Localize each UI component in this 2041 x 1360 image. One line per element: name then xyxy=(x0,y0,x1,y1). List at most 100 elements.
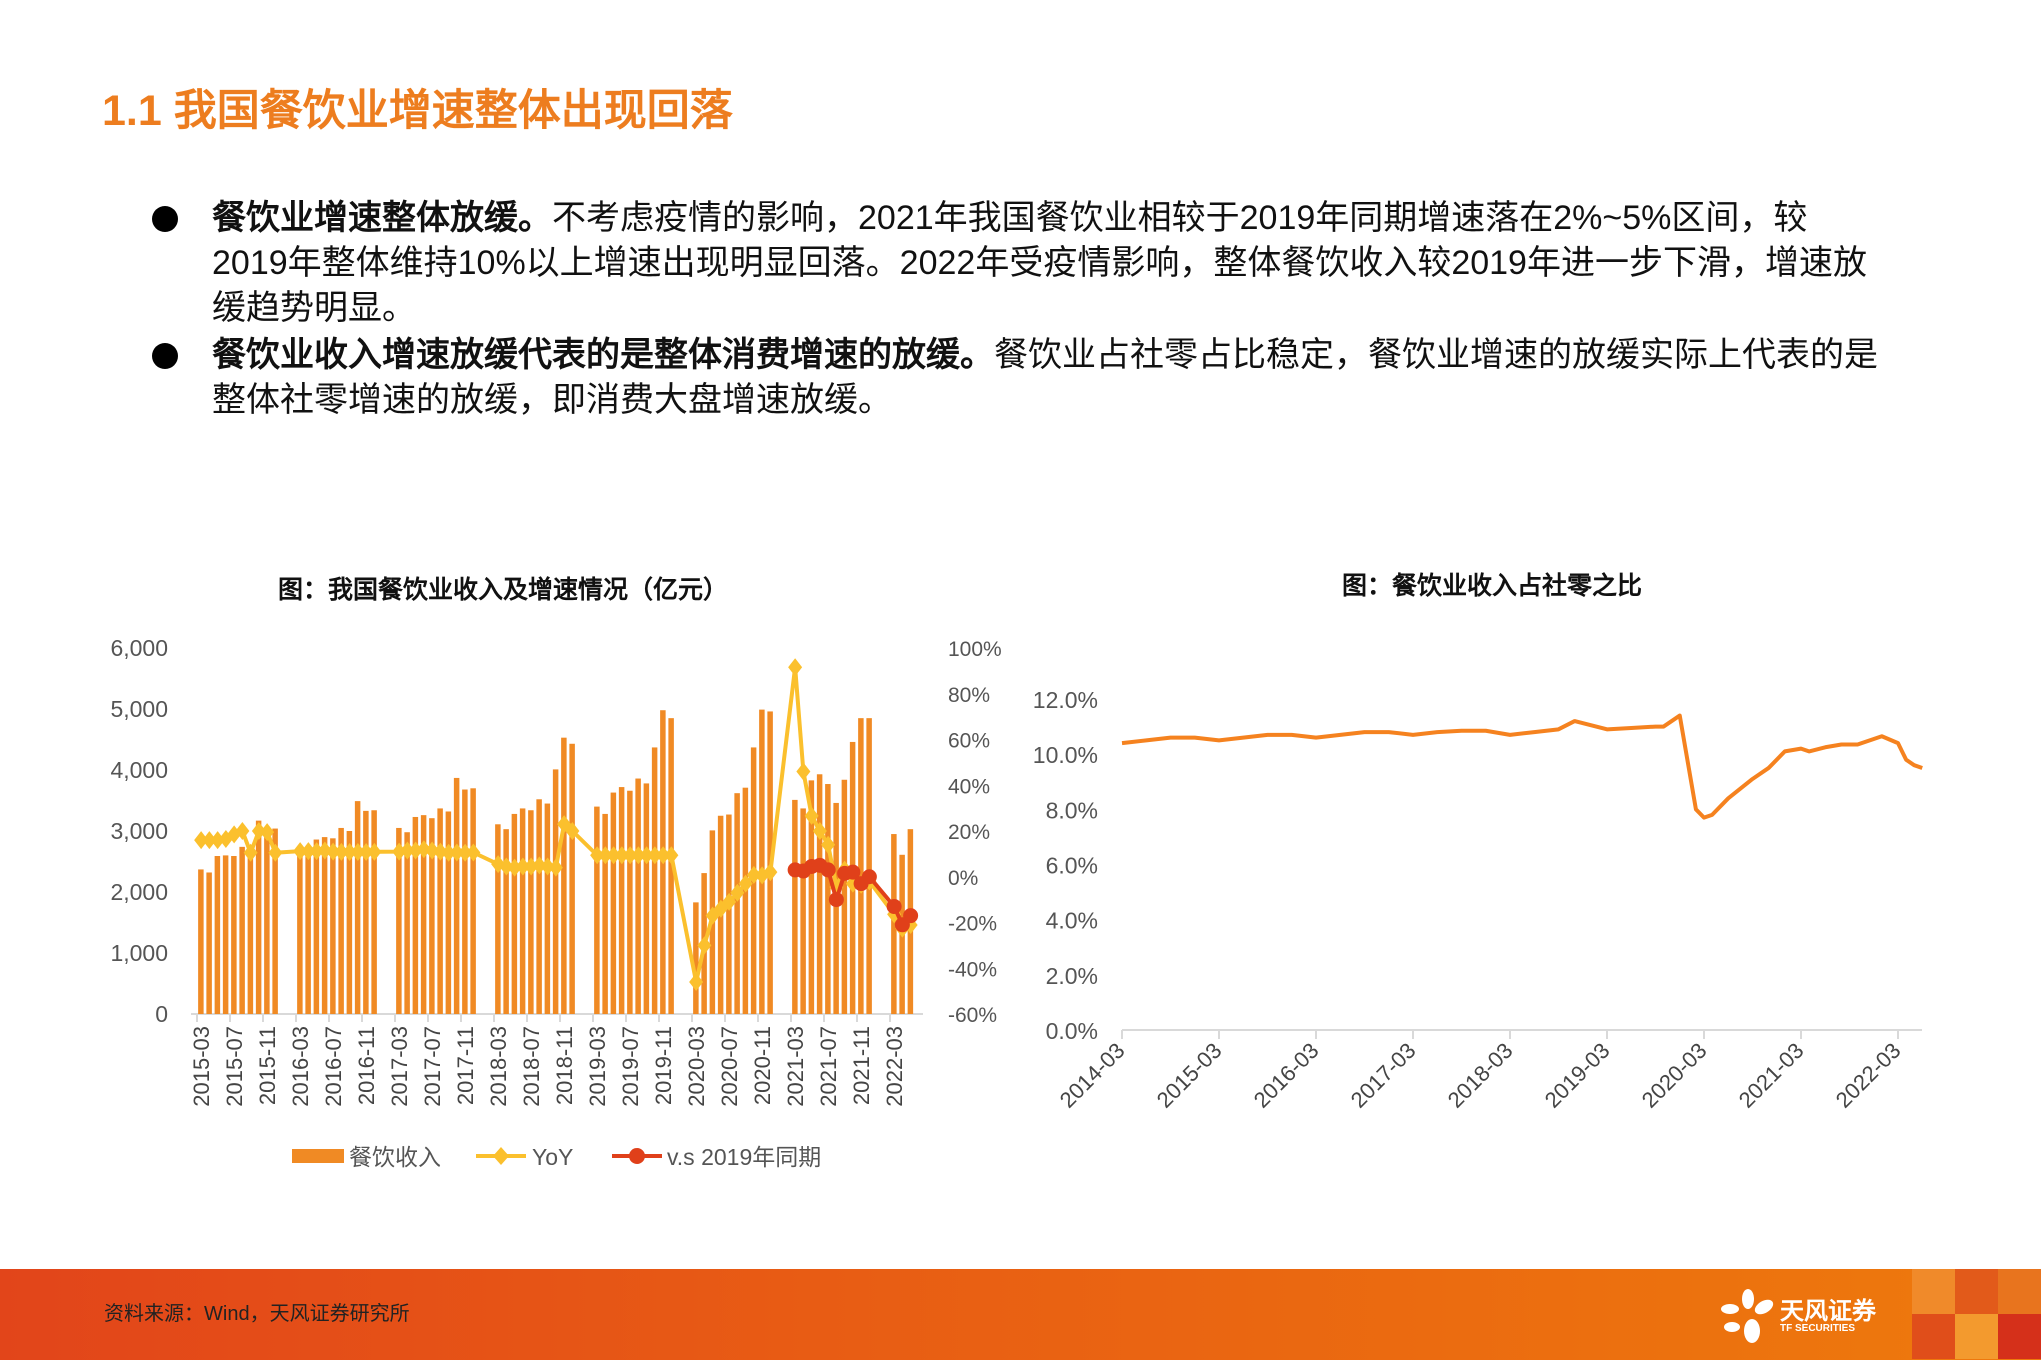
revenue-bar xyxy=(321,837,328,1014)
vs2019-point xyxy=(886,898,902,914)
right-chart-y-tick-label: 6.0% xyxy=(1046,853,1098,879)
left-x-tick-label: 2020-07 xyxy=(717,1026,742,1107)
yoy-point xyxy=(540,857,555,876)
revenue-bar xyxy=(404,832,410,1014)
yoy-point xyxy=(425,841,440,860)
left-x-tick-label: 2017-11 xyxy=(453,1026,478,1105)
revenue-bar xyxy=(816,774,823,1014)
source-note: 资料来源：Wind，天风证券研究所 xyxy=(104,1303,410,1325)
right-chart-y-tick-label: 10.0% xyxy=(1033,742,1098,768)
revenue-bar xyxy=(470,788,476,1014)
revenue-bar xyxy=(561,737,567,1014)
legend-vs2019-label: v.s 2019年同期 xyxy=(667,1144,821,1170)
revenue-bar xyxy=(602,813,608,1014)
revenue-bar xyxy=(503,829,509,1014)
revenue-bar xyxy=(800,808,806,1014)
yoy-point xyxy=(251,822,266,840)
left-x-tick-label: 2021-03 xyxy=(783,1026,808,1107)
revenue-bar xyxy=(519,808,526,1014)
revenue-bar xyxy=(437,808,443,1014)
yoy-point xyxy=(804,806,819,825)
yoy-point xyxy=(656,846,671,865)
left-x-tick-label: 2017-07 xyxy=(420,1026,445,1107)
revenue-bar xyxy=(569,743,575,1014)
revenue-bar xyxy=(833,802,839,1014)
bullet-dot-icon xyxy=(152,343,178,369)
legend-revenue-swatch xyxy=(292,1149,344,1163)
revenue-bar xyxy=(544,803,551,1014)
revenue-bar xyxy=(272,828,278,1014)
left-x-tick-label: 2015-03 xyxy=(189,1026,214,1107)
right-y-tick-label: -20% xyxy=(948,913,997,936)
yoy-point xyxy=(697,936,712,955)
revenue-bar xyxy=(445,811,452,1014)
yoy-point xyxy=(210,831,225,850)
left-x-tick-label: 2015-07 xyxy=(222,1026,247,1107)
bullet-item: 餐饮业收入增速放缓代表的是整体消费增速的放缓。餐饮业占社零占比稳定，餐饮业增速的… xyxy=(150,333,1880,423)
logo-text-cn: 天风证券 xyxy=(1780,1298,1876,1325)
right-chart-x-tick-label: 2014-03 xyxy=(1055,1038,1130,1113)
left-x-tick-label: 2019-07 xyxy=(618,1026,643,1107)
vs2019-point xyxy=(845,864,861,880)
revenue-bar xyxy=(742,787,749,1014)
yoy-point xyxy=(367,842,382,861)
yoy-point xyxy=(614,846,629,865)
revenue-bar xyxy=(396,827,402,1014)
revenue-bar xyxy=(198,869,204,1014)
yoy-point xyxy=(449,843,464,862)
yoy-point xyxy=(317,841,332,860)
revenue-bar xyxy=(792,799,798,1014)
bullet-text: 不考虑疫情的影响，2021年我国餐饮业相较于2019年同期增速落在2%~5%区间… xyxy=(212,199,1867,327)
yoy-point xyxy=(738,874,753,893)
legend-revenue-label: 餐饮收入 xyxy=(349,1144,441,1170)
yoy-point xyxy=(408,841,423,860)
yoy-point xyxy=(532,856,547,875)
yoy-point xyxy=(260,823,275,842)
revenue-bar xyxy=(222,855,229,1014)
vs2019-point xyxy=(861,869,877,885)
right-y-tick-label: -60% xyxy=(948,1004,997,1027)
revenue-bar xyxy=(231,856,237,1014)
right-chart-x-tick-label: 2018-03 xyxy=(1443,1038,1518,1113)
revenue-bar xyxy=(726,814,732,1014)
vs2019-point xyxy=(903,908,919,924)
revenue-bar xyxy=(264,831,270,1014)
left-chart-title: 图：我国餐饮业收入及增速情况（亿元） xyxy=(278,576,729,604)
yoy-point xyxy=(499,857,514,876)
revenue-bar xyxy=(346,831,353,1014)
yoy-point xyxy=(722,892,737,911)
revenue-bar xyxy=(313,839,320,1014)
yoy-point xyxy=(507,858,522,877)
yoy-point xyxy=(334,842,349,861)
revenue-bar xyxy=(247,845,254,1014)
share-line xyxy=(1121,713,1923,820)
revenue-bar xyxy=(305,854,311,1014)
bullet-heading: 餐饮业增速整体放缓。 xyxy=(212,199,552,237)
revenue-bar xyxy=(841,779,848,1014)
yoy-point xyxy=(309,842,324,861)
charts-canvas: 0 1,000 2,000 3,000 4,000 5,000 6,000 -60% -40% -… xyxy=(110,635,1923,1170)
right-chart-y-tick-label: 12.0% xyxy=(1033,687,1098,713)
yoy-point xyxy=(194,831,209,850)
yoy-point xyxy=(565,822,580,840)
yoy-point xyxy=(466,843,481,862)
revenue-bar xyxy=(338,827,344,1014)
revenue-bar xyxy=(297,854,303,1014)
revenue-bar xyxy=(363,810,369,1014)
yoy-point xyxy=(342,843,357,862)
right-chart-x-tick-label: 2021-03 xyxy=(1734,1038,1809,1113)
yoy-point xyxy=(631,846,646,865)
revenue-bar xyxy=(866,718,872,1014)
yoy-point xyxy=(639,846,654,865)
revenue-bar xyxy=(651,747,658,1014)
revenue-bar xyxy=(635,778,641,1014)
yoy-point xyxy=(301,842,316,861)
yoy-point xyxy=(664,846,679,865)
left-x-tick-label: 2020-03 xyxy=(684,1026,709,1107)
right-chart-y-tick-label: 8.0% xyxy=(1046,797,1098,823)
left-y-tick-label: 0 xyxy=(155,1001,168,1027)
revenue-bar xyxy=(371,810,377,1014)
yoy-point xyxy=(606,846,621,865)
yoy-point xyxy=(689,972,704,991)
left-x-tick-label: 2019-11 xyxy=(651,1026,676,1105)
